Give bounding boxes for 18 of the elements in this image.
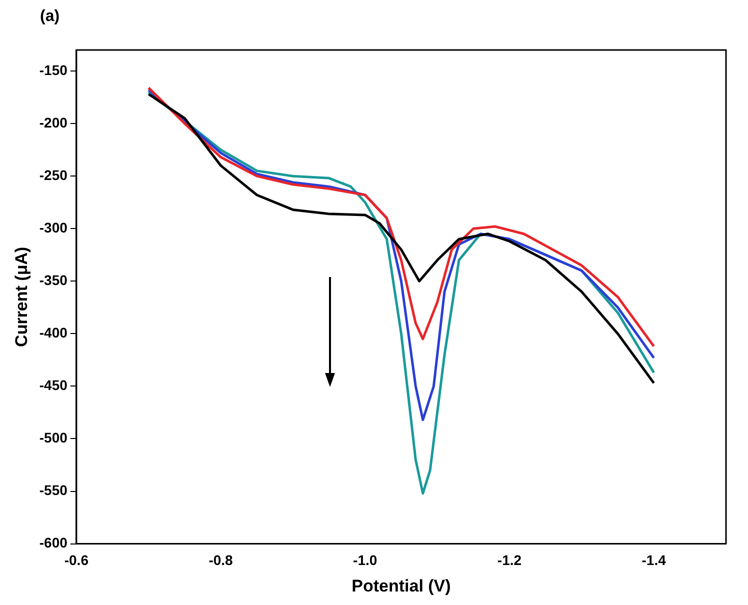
y-tick-label: -450 <box>39 377 68 394</box>
x-axis-title: Potential (V) <box>352 576 451 596</box>
text: (a) <box>40 8 60 26</box>
x-tick-label: -0.6 <box>64 552 89 568</box>
y-tick-label: -400 <box>39 324 68 341</box>
y-tick-label: -350 <box>39 272 68 288</box>
y-tick-label: -200 <box>39 114 68 130</box>
x-tick-label: -0.8 <box>208 552 234 568</box>
y-tick-label: -550 <box>39 482 68 498</box>
y-axis-title: Current (μA) <box>12 246 31 347</box>
y-tick-label: -600 <box>39 534 68 551</box>
y-tick-label: -150 <box>39 62 68 78</box>
y-tick-label: -300 <box>39 219 68 236</box>
x-tick-label: -1.0 <box>353 552 378 568</box>
y-tick-label: -250 <box>39 166 68 183</box>
x-tick-label: -1.4 <box>642 552 666 568</box>
x-tick-label: -1.2 <box>497 552 522 568</box>
y-tick-label: -500 <box>39 430 68 446</box>
